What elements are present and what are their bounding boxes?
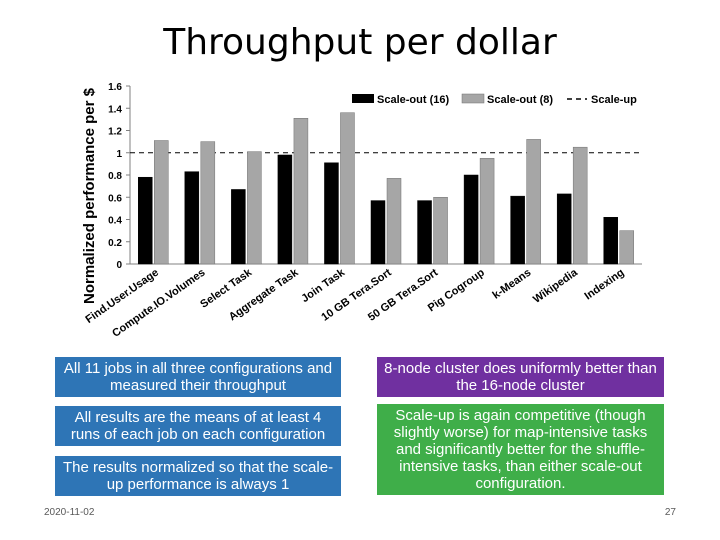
bar-scale-out-16 <box>324 162 339 265</box>
y-tick-label: 0 <box>116 260 122 271</box>
bar-scale-out-8 <box>386 178 402 265</box>
y-tick-label: 0.8 <box>108 171 122 182</box>
legend-swatch-scale-out-16 <box>352 94 374 103</box>
slide-page-number: 27 <box>664 507 676 518</box>
y-tick-label: 0.4 <box>108 216 122 227</box>
note-scale-up-competitive: Scale-up is again competitive (though sl… <box>377 404 664 495</box>
bar-scale-out-8 <box>619 230 634 265</box>
bar-scale-out-8 <box>526 139 541 265</box>
y-axis-label: Normalized performance per $ <box>81 87 98 304</box>
x-tick-label: k-Means <box>490 267 533 302</box>
x-tick-label: Wikipedia <box>531 266 581 306</box>
bar-scale-out-8 <box>200 141 216 265</box>
note-normalized: The results normalized so that the scale… <box>55 456 341 496</box>
bar-scale-out-16 <box>231 189 246 265</box>
note-8-node-better: 8-node cluster does uniformly better tha… <box>377 357 664 397</box>
bar-scale-out-16 <box>556 193 572 265</box>
slide-title: Throughput per dollar <box>163 22 557 63</box>
bar-scale-out-8 <box>247 151 262 265</box>
bar-scale-out-16 <box>370 200 386 265</box>
bar-scale-out-8 <box>340 112 355 265</box>
bar-scale-out-8 <box>154 140 169 265</box>
bar-scale-out-8 <box>479 158 495 265</box>
note-means-of-runs: All results are the means of at least 4 … <box>55 406 341 446</box>
legend: Scale-out (16) Scale-out (8) Scale-up <box>352 93 637 106</box>
slide-date: 2020-11-02 <box>44 507 95 518</box>
bar-scale-out-16 <box>277 154 293 265</box>
y-tick-label: 0.2 <box>108 238 122 249</box>
bar-scale-out-8 <box>572 146 588 265</box>
bar-scale-out-16 <box>510 195 525 265</box>
x-tick-label: Indexing <box>583 267 627 303</box>
legend-label-scale-out-16: Scale-out (16) <box>377 94 449 106</box>
bar-scale-out-8 <box>293 118 309 265</box>
legend-swatch-scale-out-8 <box>461 93 485 104</box>
y-tick-label: 1 <box>116 149 122 160</box>
legend-label-scale-up: Scale-up <box>591 94 637 106</box>
y-tick-label: 1.4 <box>108 104 122 115</box>
bar-scale-out-16 <box>138 176 153 265</box>
bar-scale-out-16 <box>463 174 479 265</box>
bar-scale-out-16 <box>417 200 432 265</box>
bar-scale-out-16 <box>603 217 618 265</box>
note-jobs-measured: All 11 jobs in all three configurations … <box>55 357 341 397</box>
bar-scale-out-16 <box>184 171 200 265</box>
y-tick-label: 1.6 <box>108 82 122 93</box>
legend-label-scale-out-8: Scale-out (8) <box>487 94 553 106</box>
y-tick-label: 0.6 <box>108 193 122 204</box>
bar-scale-out-8 <box>433 197 448 265</box>
y-tick-label: 1.2 <box>108 127 122 138</box>
throughput-chart: Normalized performance per $ 0 0.2 0.4 0.6 0… <box>81 82 642 340</box>
